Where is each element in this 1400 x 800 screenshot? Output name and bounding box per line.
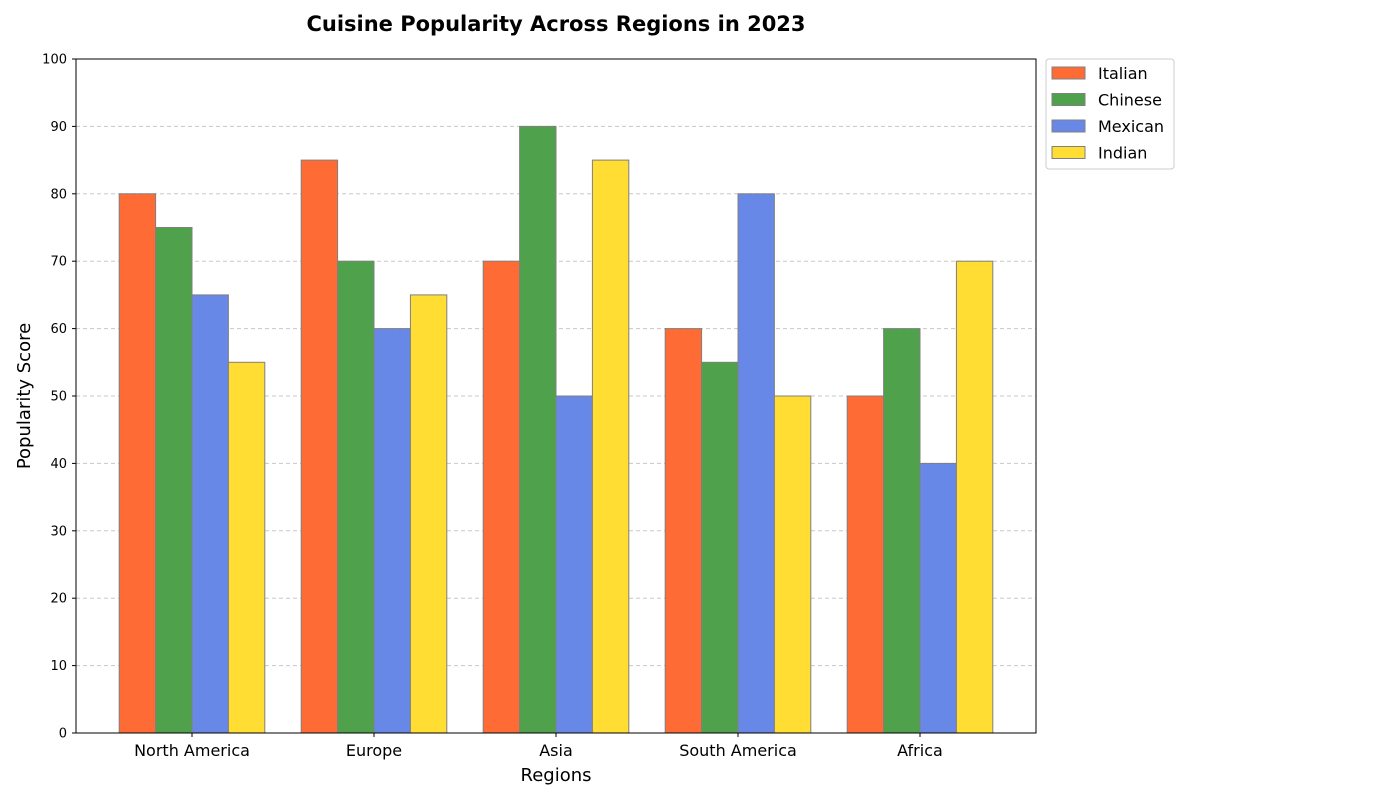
bar-italian-europe bbox=[301, 160, 337, 733]
y-tick-label: 40 bbox=[50, 457, 67, 472]
legend-label-italian: Italian bbox=[1098, 64, 1148, 83]
bar-indian-asia bbox=[592, 160, 628, 733]
x-tick-label: Europe bbox=[346, 741, 402, 760]
y-tick-label: 90 bbox=[50, 120, 67, 135]
y-tick-label: 60 bbox=[50, 322, 67, 337]
bar-italian-asia bbox=[483, 261, 519, 733]
chart-title: Cuisine Popularity Across Regions in 202… bbox=[306, 12, 805, 36]
bar-indian-north-america bbox=[228, 362, 264, 733]
y-tick-label: 10 bbox=[50, 659, 67, 674]
bar-chinese-south-america bbox=[702, 362, 738, 733]
bar-mexican-europe bbox=[374, 329, 410, 733]
bar-indian-south-america bbox=[774, 396, 810, 733]
x-tick-label: North America bbox=[134, 741, 250, 760]
y-tick-label: 50 bbox=[50, 390, 67, 405]
legend-label-chinese: Chinese bbox=[1098, 91, 1162, 110]
bar-chinese-asia bbox=[520, 126, 556, 733]
bar-chinese-europe bbox=[338, 261, 374, 733]
x-axis-label: Regions bbox=[521, 765, 592, 786]
y-tick-label: 0 bbox=[59, 727, 67, 742]
legend-swatch-italian bbox=[1052, 67, 1085, 79]
bar-mexican-africa bbox=[920, 463, 956, 733]
y-tick-label: 100 bbox=[42, 53, 67, 68]
bar-indian-europe bbox=[410, 295, 446, 733]
bar-indian-africa bbox=[956, 261, 992, 733]
y-tick-label: 20 bbox=[50, 592, 67, 607]
legend-swatch-mexican bbox=[1052, 120, 1085, 132]
x-tick-label: South America bbox=[679, 741, 797, 760]
bar-italian-africa bbox=[847, 396, 883, 733]
y-tick-label: 70 bbox=[50, 255, 67, 270]
x-tick-label: Africa bbox=[897, 741, 943, 760]
y-axis-label: Popularity Score bbox=[14, 323, 35, 469]
y-tick-label: 30 bbox=[50, 524, 67, 539]
bar-mexican-north-america bbox=[192, 295, 228, 733]
bar-chinese-north-america bbox=[156, 228, 192, 734]
bar-chinese-africa bbox=[884, 329, 920, 733]
legend: Italian Chinese Mexican Indian bbox=[1046, 59, 1174, 169]
bar-mexican-south-america bbox=[738, 194, 774, 733]
bar-mexican-asia bbox=[556, 396, 592, 733]
legend-label-indian: Indian bbox=[1098, 144, 1147, 163]
x-tick-label: Asia bbox=[539, 741, 573, 760]
y-tick-label: 80 bbox=[50, 187, 67, 202]
bar-italian-north-america bbox=[119, 194, 155, 733]
legend-label-mexican: Mexican bbox=[1098, 117, 1164, 136]
bar-italian-south-america bbox=[665, 329, 701, 733]
legend-swatch-indian bbox=[1052, 147, 1085, 159]
legend-swatch-chinese bbox=[1052, 94, 1085, 106]
